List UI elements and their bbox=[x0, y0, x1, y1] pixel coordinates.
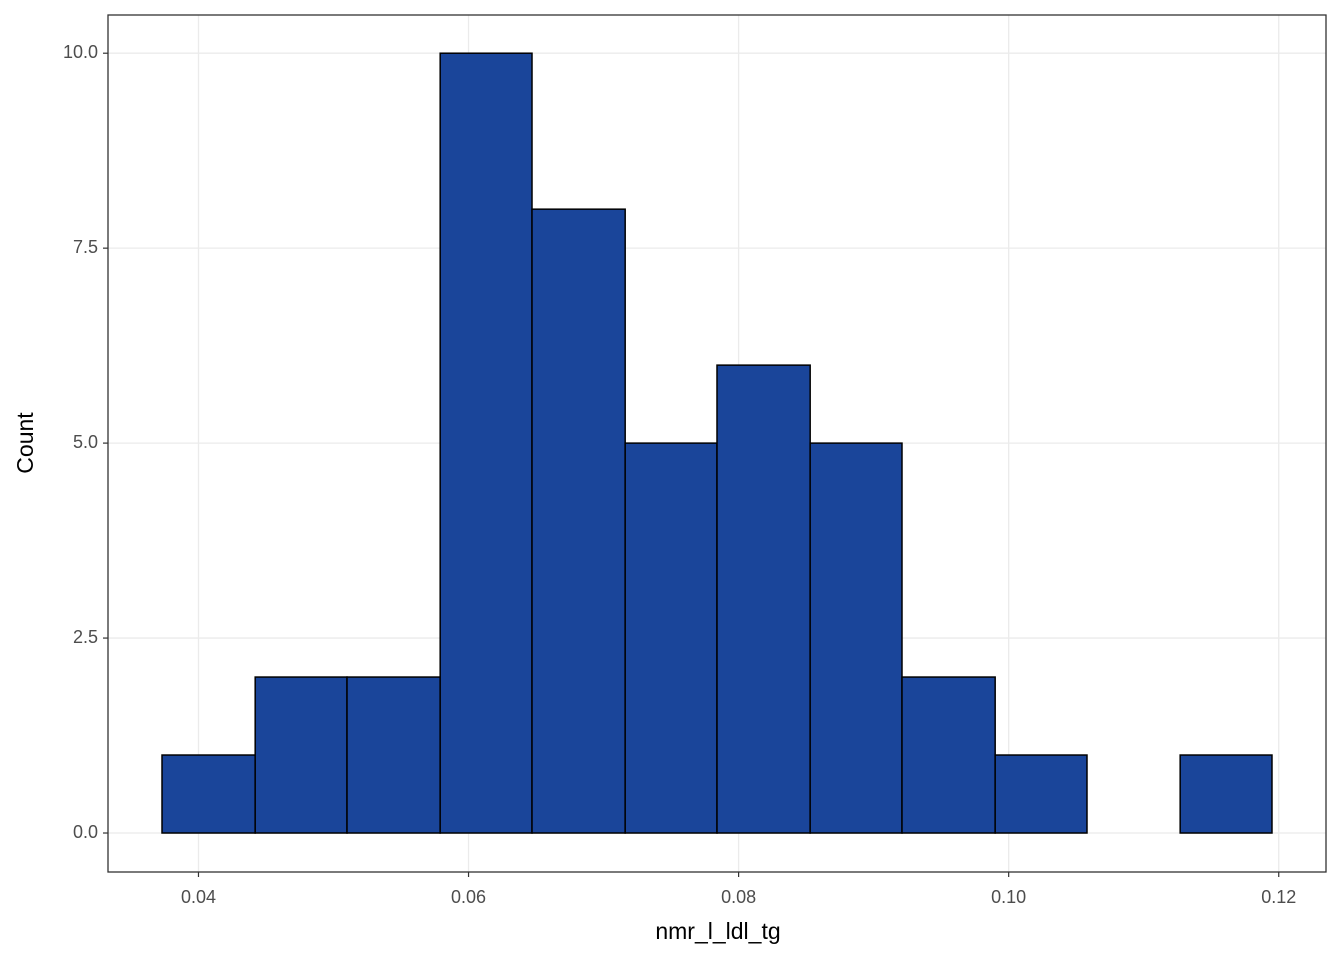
x-tick-label: 0.10 bbox=[991, 887, 1026, 907]
bar bbox=[624, 442, 718, 834]
x-axis-title: nmr_l_ldl_tg bbox=[655, 918, 780, 944]
x-tick-label: 0.12 bbox=[1261, 887, 1296, 907]
y-tick-label: 10.0 bbox=[63, 42, 98, 62]
panel-border bbox=[107, 14, 1327, 873]
y-tick-label: 7.5 bbox=[73, 237, 98, 257]
y-tick-label: 0.0 bbox=[73, 822, 98, 842]
bar bbox=[901, 676, 996, 834]
x-tick-label: 0.08 bbox=[721, 887, 756, 907]
y-tick-label: 2.5 bbox=[73, 627, 98, 647]
x-tick-label: 0.06 bbox=[451, 887, 486, 907]
bar bbox=[161, 754, 256, 834]
x-tick-label: 0.04 bbox=[181, 887, 216, 907]
bar bbox=[809, 442, 903, 834]
bar bbox=[1179, 754, 1273, 834]
bar bbox=[531, 208, 626, 834]
bar bbox=[346, 676, 441, 834]
y-axis-title: Count bbox=[12, 412, 38, 474]
bar bbox=[254, 676, 348, 834]
bar bbox=[994, 754, 1088, 834]
y-tick-label: 5.0 bbox=[73, 432, 98, 452]
bar bbox=[716, 364, 811, 834]
bar bbox=[439, 52, 533, 834]
